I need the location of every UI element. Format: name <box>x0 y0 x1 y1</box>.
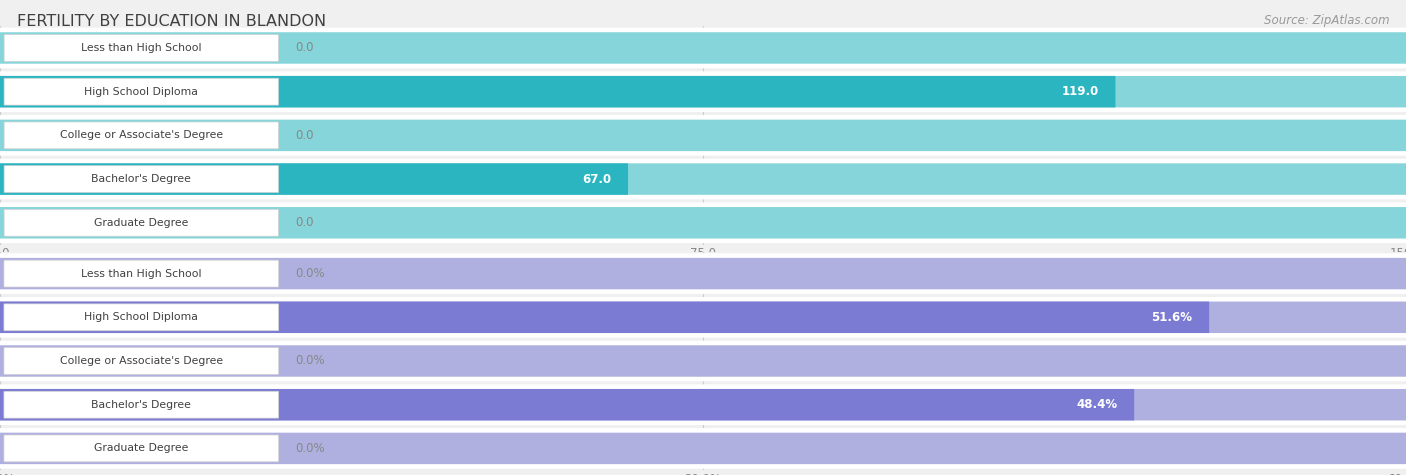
Text: 0.0: 0.0 <box>295 216 314 229</box>
FancyBboxPatch shape <box>0 433 1406 464</box>
FancyBboxPatch shape <box>0 389 1135 420</box>
Text: Source: ZipAtlas.com: Source: ZipAtlas.com <box>1264 14 1389 27</box>
FancyBboxPatch shape <box>4 78 278 105</box>
Text: Graduate Degree: Graduate Degree <box>94 218 188 228</box>
FancyBboxPatch shape <box>0 341 1406 381</box>
FancyBboxPatch shape <box>0 120 1406 151</box>
FancyBboxPatch shape <box>4 35 278 61</box>
FancyBboxPatch shape <box>0 32 1406 64</box>
FancyBboxPatch shape <box>0 258 1406 289</box>
FancyBboxPatch shape <box>0 76 1406 107</box>
FancyBboxPatch shape <box>0 163 628 195</box>
Text: 51.6%: 51.6% <box>1152 311 1192 324</box>
FancyBboxPatch shape <box>4 122 278 149</box>
Text: FERTILITY BY EDUCATION IN BLANDON: FERTILITY BY EDUCATION IN BLANDON <box>17 14 326 29</box>
Text: Graduate Degree: Graduate Degree <box>94 443 188 454</box>
FancyBboxPatch shape <box>0 297 1406 338</box>
FancyBboxPatch shape <box>0 384 1406 425</box>
Text: 119.0: 119.0 <box>1062 85 1098 98</box>
FancyBboxPatch shape <box>0 253 1406 294</box>
FancyBboxPatch shape <box>0 302 1209 333</box>
Text: High School Diploma: High School Diploma <box>84 86 198 97</box>
Text: 67.0: 67.0 <box>582 172 612 186</box>
FancyBboxPatch shape <box>4 391 278 418</box>
FancyBboxPatch shape <box>0 159 1406 200</box>
FancyBboxPatch shape <box>0 115 1406 156</box>
FancyBboxPatch shape <box>0 302 1406 333</box>
FancyBboxPatch shape <box>0 202 1406 243</box>
FancyBboxPatch shape <box>0 163 1406 195</box>
Text: Bachelor's Degree: Bachelor's Degree <box>91 399 191 410</box>
Text: High School Diploma: High School Diploma <box>84 312 198 323</box>
Text: 0.0%: 0.0% <box>295 442 325 455</box>
FancyBboxPatch shape <box>4 435 278 462</box>
Text: 0.0%: 0.0% <box>295 267 325 280</box>
FancyBboxPatch shape <box>0 28 1406 68</box>
FancyBboxPatch shape <box>0 71 1406 112</box>
Text: College or Associate's Degree: College or Associate's Degree <box>59 356 224 366</box>
Text: Bachelor's Degree: Bachelor's Degree <box>91 174 191 184</box>
Text: Less than High School: Less than High School <box>82 268 201 279</box>
FancyBboxPatch shape <box>4 304 278 331</box>
Text: College or Associate's Degree: College or Associate's Degree <box>59 130 224 141</box>
FancyBboxPatch shape <box>4 166 278 192</box>
FancyBboxPatch shape <box>0 389 1406 420</box>
Text: Less than High School: Less than High School <box>82 43 201 53</box>
Text: 0.0%: 0.0% <box>295 354 325 368</box>
FancyBboxPatch shape <box>0 428 1406 469</box>
FancyBboxPatch shape <box>0 207 1406 238</box>
FancyBboxPatch shape <box>0 76 1115 107</box>
FancyBboxPatch shape <box>4 260 278 287</box>
Text: 0.0: 0.0 <box>295 129 314 142</box>
Text: 0.0: 0.0 <box>295 41 314 55</box>
FancyBboxPatch shape <box>4 209 278 236</box>
FancyBboxPatch shape <box>0 345 1406 377</box>
Text: 48.4%: 48.4% <box>1076 398 1118 411</box>
FancyBboxPatch shape <box>4 348 278 374</box>
